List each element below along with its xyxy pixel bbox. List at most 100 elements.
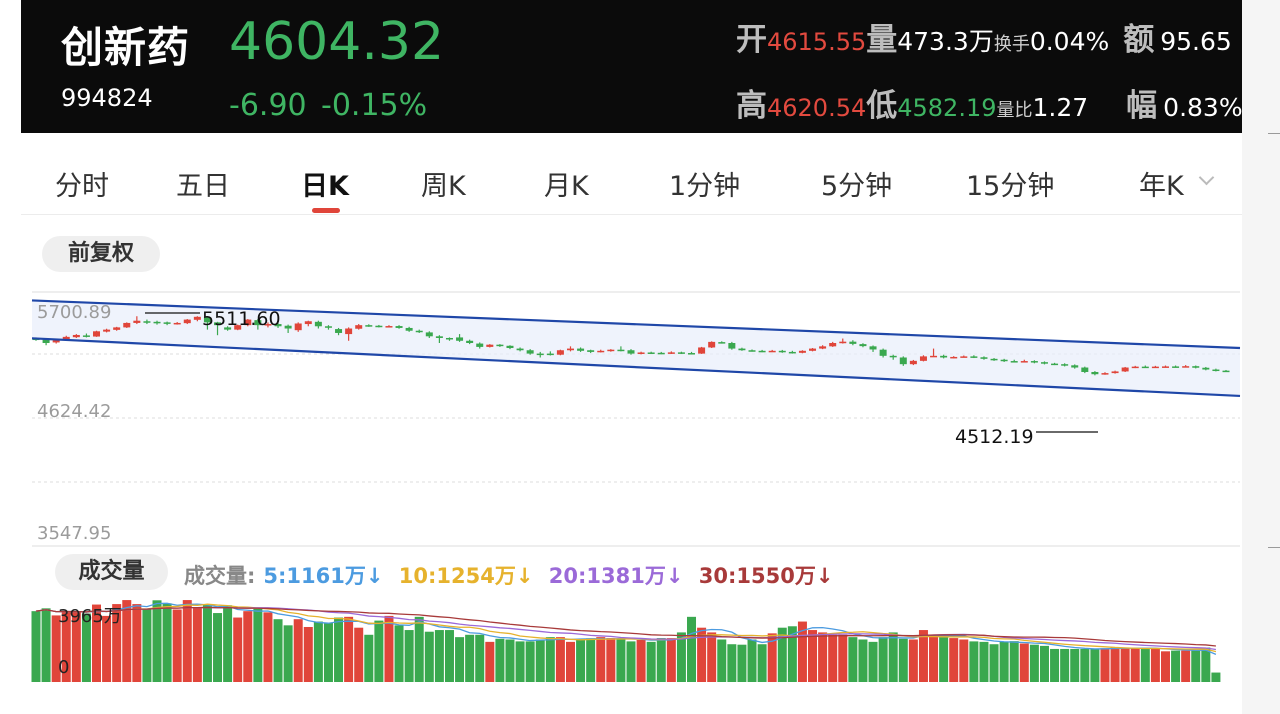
volume-bar <box>263 612 273 682</box>
volume-bar <box>848 637 858 682</box>
candle-body <box>788 351 796 354</box>
volume-bar <box>687 616 697 682</box>
volume-bar <box>485 641 495 682</box>
high-label: 高 <box>736 88 767 124</box>
candle-body <box>950 356 958 359</box>
candle-body <box>435 336 443 338</box>
candle-body <box>718 342 726 344</box>
volume-bar <box>424 631 434 682</box>
tab-yearly-k[interactable]: 年K <box>1139 171 1184 202</box>
volume-bar <box>374 620 384 682</box>
tab-5min[interactable]: 5分钟 <box>821 171 893 202</box>
volume-bar <box>465 634 475 682</box>
volume-bar <box>61 611 71 682</box>
volume-indicator-button[interactable]: 成交量 <box>55 554 168 590</box>
volume-value: 473.3万 <box>897 27 994 56</box>
tab-15min[interactable]: 15分钟 <box>966 171 1055 202</box>
volume-bar <box>747 639 757 682</box>
volume-bar <box>727 644 737 682</box>
volume-bar <box>1211 672 1221 682</box>
volume-bar <box>404 630 414 682</box>
candle-body <box>829 343 837 347</box>
candle-body <box>496 344 504 347</box>
candle-body <box>274 324 282 327</box>
volume-bar <box>505 639 515 682</box>
tab-1min[interactable]: 1分钟 <box>669 171 741 202</box>
turnover-value: 0.04% <box>1029 27 1110 56</box>
volume-bar <box>929 634 939 682</box>
candle-body <box>758 350 766 353</box>
candle-body <box>1192 366 1200 368</box>
candle-body <box>1161 366 1169 368</box>
adjust-mode-button[interactable]: 前复权 <box>42 236 160 272</box>
tab-monthly-k[interactable]: 月K <box>544 171 589 202</box>
candle-body <box>335 329 343 333</box>
candle-body <box>637 352 645 354</box>
candle-body <box>556 350 564 355</box>
price-change: -6.90 <box>229 88 307 123</box>
volume-bar <box>41 608 51 682</box>
candle-body <box>909 360 917 365</box>
volume-bar <box>102 615 112 682</box>
volume-bar <box>253 608 263 682</box>
amplitude-value: 0.83% <box>1163 93 1242 122</box>
candle-body <box>940 355 948 358</box>
candle-body <box>1212 369 1220 372</box>
volume-bar <box>1160 651 1170 682</box>
volume-bar <box>515 641 525 682</box>
volume-bar <box>908 639 918 682</box>
volume-ratio-label: 量比 <box>996 100 1033 121</box>
volume-bar <box>676 632 686 682</box>
volume-bar <box>202 604 212 682</box>
volume-bar <box>1009 641 1019 682</box>
tab-weekly-k[interactable]: 周K <box>421 171 466 202</box>
open-label: 开 <box>736 22 767 58</box>
candle-body <box>587 350 595 352</box>
volume-series <box>31 600 1221 682</box>
volume-bar <box>787 626 797 682</box>
candle-body <box>355 325 363 329</box>
volume-bar <box>444 630 454 682</box>
candle-body <box>688 353 696 355</box>
volume-bar <box>1181 650 1191 682</box>
candle-body <box>667 352 675 354</box>
tab-daily-k[interactable]: 日K <box>301 171 349 202</box>
candle-body <box>1020 361 1028 363</box>
volume-bar <box>354 627 364 682</box>
volume-bar <box>112 604 122 682</box>
tab-intraday[interactable]: 分时 <box>55 171 109 202</box>
volume-bar <box>394 625 404 682</box>
candle-body <box>1172 366 1180 368</box>
volume-bar <box>293 619 303 682</box>
open-value: 4615.55 <box>767 28 867 56</box>
volume-bar <box>959 639 969 682</box>
volume-bar <box>616 639 626 682</box>
low-value: 4582.19 <box>897 94 997 122</box>
volume-bar <box>555 637 565 682</box>
volume-bar <box>1039 645 1049 682</box>
amplitude-label: 幅 <box>1126 88 1158 124</box>
candle-body <box>698 347 706 354</box>
kline-chart[interactable]: 5700.89 4624.42 3547.95 5511.60 4512.19 … <box>0 0 1242 714</box>
y-axis-bottom-label: 3547.95 <box>37 523 111 544</box>
volume-bar <box>172 609 182 682</box>
volume-bar <box>828 634 838 682</box>
candle-body <box>919 356 927 361</box>
period-tabs: 分时 五日 日K 周K 月K 1分钟 5分钟 15分钟 年K <box>21 150 1242 214</box>
y-axis-mid-label: 4624.42 <box>37 401 111 422</box>
volume-bar <box>979 641 989 682</box>
candle-body <box>970 356 978 358</box>
volume-bar <box>233 617 243 682</box>
volume-bar <box>707 632 717 682</box>
candle-body <box>203 317 211 323</box>
low-label: 低 <box>866 88 898 124</box>
candle-body <box>183 319 191 324</box>
volume-bar <box>757 644 767 682</box>
volume-bar <box>132 604 142 682</box>
volume-bar <box>384 615 394 682</box>
candle-body <box>153 321 161 324</box>
volume-bar <box>797 621 807 682</box>
volume-bar <box>313 621 323 682</box>
candle-body <box>1222 370 1230 373</box>
tab-five-day[interactable]: 五日 <box>176 171 230 202</box>
